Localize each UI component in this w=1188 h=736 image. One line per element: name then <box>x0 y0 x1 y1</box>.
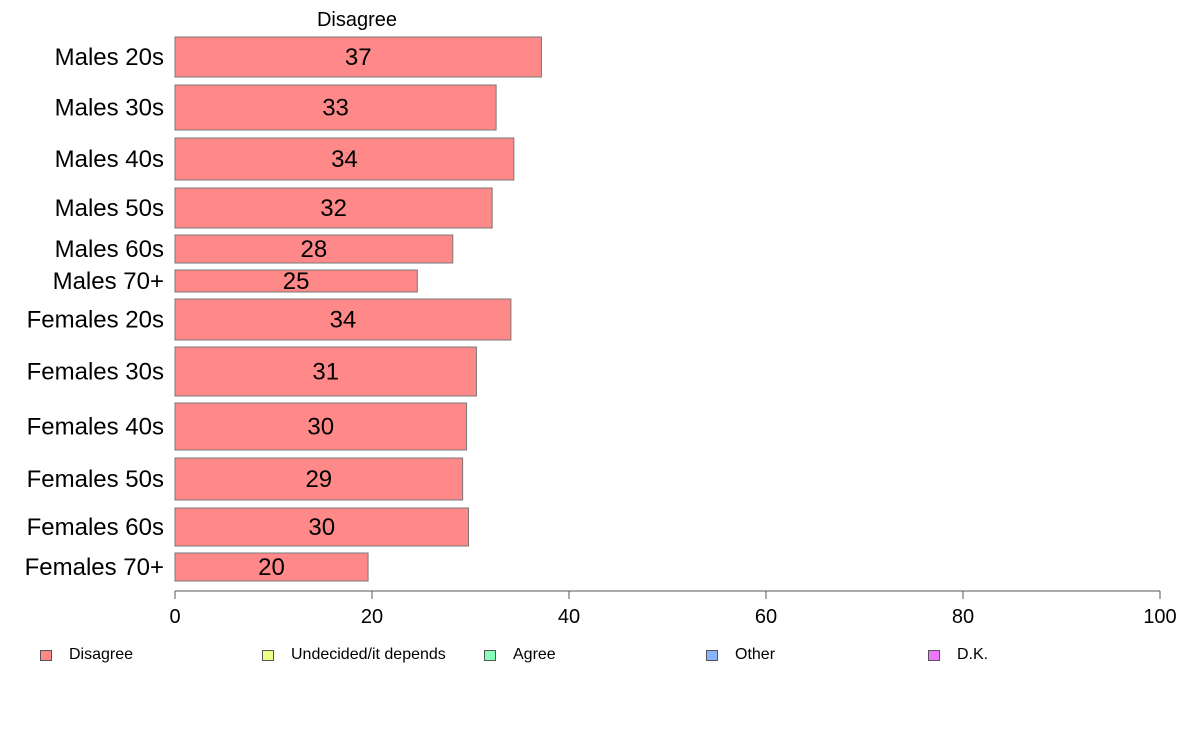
bar-females-70plus <box>174 552 369 582</box>
bar-value-label-females-20s: 34 <box>330 307 357 334</box>
bar-males-50s <box>174 187 493 229</box>
legend-item-agree: Agree <box>484 644 556 666</box>
legend-swatch-agree <box>484 649 496 661</box>
legend-label-other: Other <box>735 646 776 663</box>
legend-item-undecided: Undecided/it depends <box>262 644 446 666</box>
bar-females-50s <box>174 457 464 501</box>
bar-males-20s <box>174 36 542 78</box>
legend-item-dk: D.K. <box>928 644 988 666</box>
legend-label-undecided: Undecided/it depends <box>291 646 446 663</box>
bar-value-label-females-30s: 31 <box>312 359 339 386</box>
bar-females-30s <box>174 346 477 397</box>
category-label-females-30s: Females 30s <box>27 359 164 386</box>
category-label-females-40s: Females 40s <box>27 414 164 441</box>
category-label-males-50s: Males 50s <box>55 195 164 222</box>
x-tick-label-100: 100 <box>1143 606 1176 628</box>
category-label-males-20s: Males 20s <box>55 44 164 71</box>
legend-swatch-undecided <box>262 649 274 661</box>
bar-females-60s <box>174 507 470 547</box>
x-axis: 0 20 40 60 80 100 <box>169 590 1177 628</box>
bar-males-60s <box>174 234 454 264</box>
legend-swatch-disagree <box>40 649 52 661</box>
category-label-males-70plus: Males 70+ <box>53 268 164 295</box>
legend-swatch-dk <box>928 649 940 661</box>
bar-value-label-males-30s: 33 <box>322 95 349 122</box>
bar-value-label-females-40s: 30 <box>307 414 334 441</box>
x-tick-label-0: 0 <box>169 606 180 628</box>
bar-males-40s <box>174 137 515 181</box>
bars-layer: 37 Males 20s 33 Males 30s 34 Males 40s 32 Males… <box>25 36 542 582</box>
bar-value-label-males-70plus: 25 <box>283 268 310 295</box>
bar-females-20s <box>174 298 512 341</box>
legend-swatch-other <box>706 649 718 661</box>
category-label-males-30s: Males 30s <box>55 95 164 122</box>
category-label-females-50s: Females 50s <box>27 466 164 493</box>
chart-title: Disagree <box>317 9 397 31</box>
bar-value-label-males-50s: 32 <box>320 195 347 222</box>
legend-item-disagree: Disagree <box>40 644 133 666</box>
bar-value-label-males-40s: 34 <box>331 146 358 173</box>
x-tick-label-40: 40 <box>558 606 580 628</box>
category-label-males-40s: Males 40s <box>55 146 164 173</box>
legend-label-disagree: Disagree <box>69 646 134 663</box>
category-label-females-60s: Females 60s <box>27 514 164 541</box>
x-tick-label-20: 20 <box>361 606 383 628</box>
legend: Disagree Undecided/it depends Agree Othe… <box>0 644 1188 668</box>
bar-value-label-females-70plus: 20 <box>258 554 285 581</box>
bar-value-label-females-50s: 29 <box>305 466 332 493</box>
x-tick-label-60: 60 <box>755 606 777 628</box>
bar-males-70plus <box>174 269 418 293</box>
category-label-females-70plus: Females 70+ <box>25 554 164 581</box>
category-label-males-60s: Males 60s <box>55 236 164 263</box>
category-label-females-20s: Females 20s <box>27 307 164 334</box>
bar-females-40s <box>174 402 468 451</box>
legend-label-dk: D.K. <box>957 646 989 663</box>
bar-value-label-females-60s: 30 <box>308 514 335 541</box>
bar-males-30s <box>174 84 497 131</box>
legend-item-other: Other <box>706 644 775 666</box>
bar-value-label-males-60s: 28 <box>301 236 328 263</box>
x-tick-label-80: 80 <box>952 606 974 628</box>
bar-value-label-males-20s: 37 <box>345 44 372 71</box>
legend-label-agree: Agree <box>513 646 556 663</box>
